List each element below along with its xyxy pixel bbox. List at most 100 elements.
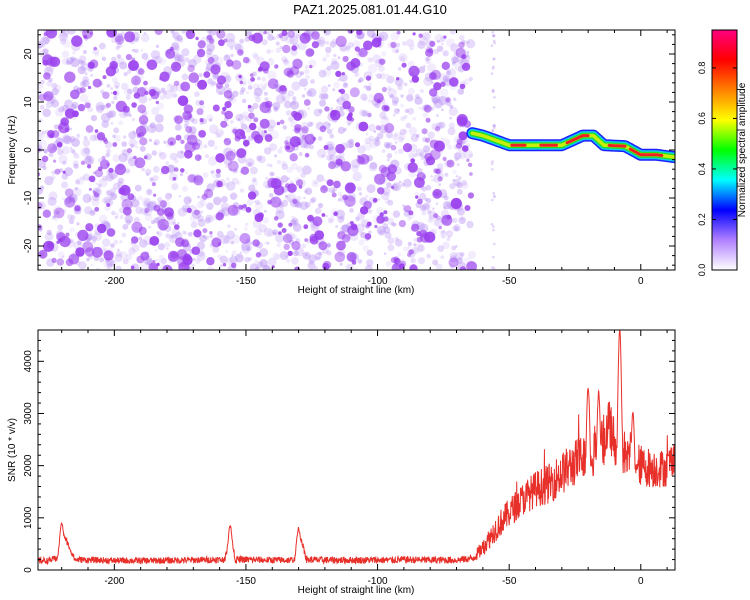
noise-speck [301, 94, 306, 98]
noise-speck [141, 52, 149, 60]
noise-speck [367, 63, 378, 74]
noise-speck [131, 198, 140, 208]
noise-speck [315, 256, 321, 261]
noise-blob [223, 38, 228, 43]
noise-speck [449, 30, 457, 35]
noise-speck [219, 91, 223, 96]
noise-speck [263, 91, 268, 96]
noise-blob [157, 218, 169, 231]
noise-speck [328, 187, 335, 193]
noise-speck [392, 222, 397, 227]
noise-speck [174, 37, 179, 42]
noise-blob [375, 125, 381, 131]
noise-speck [374, 73, 378, 77]
noise-speck [124, 152, 134, 162]
noise-speck [337, 56, 341, 59]
noise-speck [401, 41, 407, 46]
noise-speck [172, 31, 181, 40]
noise-blob [333, 211, 338, 216]
noise-blob [101, 155, 106, 161]
noise-speck [364, 137, 371, 145]
noise-speck [309, 198, 315, 204]
noise-speck [427, 217, 433, 224]
noise-speck [84, 72, 88, 76]
noise-blob [242, 203, 247, 209]
noise-speck [231, 234, 241, 244]
noise-speck [153, 165, 160, 173]
noise-speck [449, 264, 455, 270]
noise-blob [106, 203, 111, 207]
noise-blob [270, 196, 282, 208]
noise-speck [99, 214, 108, 224]
noise-blob [391, 263, 402, 270]
noise-speck [262, 264, 270, 270]
noise-blob [245, 206, 252, 213]
noise-blob [342, 55, 349, 63]
noise-speck [425, 184, 432, 191]
noise-blob [259, 101, 271, 114]
noise-blob [185, 125, 193, 133]
noise-speck [160, 87, 166, 93]
noise-blob [264, 134, 273, 143]
noise-speck [316, 174, 325, 183]
noise-blob [396, 77, 400, 81]
y-tick-label: 10 [23, 96, 34, 108]
noise-speck [61, 50, 70, 58]
noise-speck [281, 92, 291, 102]
noise-speck [443, 195, 449, 201]
noise-blob [251, 32, 263, 44]
noise-blob [87, 164, 92, 169]
noise-speck [427, 63, 436, 72]
noise-speck [306, 90, 313, 97]
noise-blob [446, 159, 455, 168]
noise-speck [325, 154, 332, 161]
noise-blob [49, 56, 61, 67]
noise-blob [85, 223, 94, 232]
noise-speck [58, 106, 65, 113]
noise-speck [320, 92, 329, 101]
noise-speck [188, 59, 197, 68]
bottom-y-axis-label: SNR (10 * v/v) [7, 418, 18, 482]
noise-speck [84, 155, 95, 166]
noise-speck [120, 251, 128, 259]
noise-speck [456, 188, 463, 195]
noise-speck [327, 146, 337, 157]
noise-blob [416, 172, 426, 181]
noise-speck [434, 33, 444, 44]
noise-speck [394, 150, 398, 155]
noise-speck [245, 158, 255, 168]
noise-speck [336, 98, 340, 103]
noise-speck [131, 48, 136, 53]
noise-speck [171, 227, 181, 237]
noise-speck [275, 233, 285, 243]
noise-speck [387, 86, 392, 91]
noise-speck [267, 119, 277, 129]
noise-speck [66, 57, 74, 65]
noise-speck [438, 73, 448, 83]
noise-speck [460, 217, 464, 221]
noise-speck [148, 205, 155, 212]
noise-speck [89, 210, 96, 217]
noise-speck [76, 222, 80, 226]
noise-speck [440, 192, 448, 199]
noise-speck [445, 69, 452, 76]
x-tick-label: -50 [502, 276, 517, 287]
noise-speck [420, 107, 424, 111]
noise-blob [383, 216, 389, 222]
noise-blob [159, 200, 168, 208]
noise-speck [392, 210, 401, 218]
noise-blob [197, 79, 208, 90]
noise-blob [194, 209, 200, 216]
noise-speck [139, 145, 146, 152]
noise-speck [223, 235, 232, 244]
noise-speck [419, 192, 427, 201]
noise-speck [215, 128, 225, 138]
noise-speck [54, 217, 59, 222]
noise-speck [374, 140, 381, 147]
noise-speck [279, 251, 289, 260]
noise-speck [441, 229, 446, 235]
noise-blob [64, 108, 76, 119]
noise-speck [359, 231, 363, 236]
noise-speck [114, 33, 124, 43]
